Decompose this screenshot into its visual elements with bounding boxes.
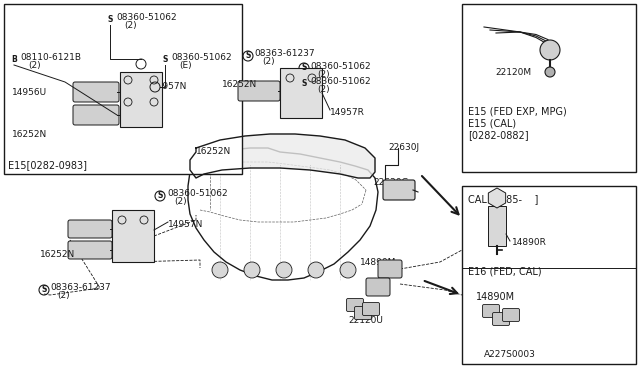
Text: E15[0282-0983]: E15[0282-0983]: [8, 160, 87, 170]
Bar: [4, 4, 242, 174]
Circle shape: [276, 262, 292, 278]
Text: B: B: [11, 55, 17, 64]
FancyBboxPatch shape: [362, 302, 380, 315]
FancyBboxPatch shape: [68, 220, 112, 238]
FancyBboxPatch shape: [483, 305, 499, 317]
Text: (2): (2): [124, 21, 136, 30]
Text: 22630G: 22630G: [373, 178, 408, 187]
Text: 14890M: 14890M: [360, 258, 396, 267]
Text: 22120U: 22120U: [348, 316, 383, 325]
Text: E16 (FED, CAL): E16 (FED, CAL): [468, 266, 541, 276]
FancyBboxPatch shape: [73, 105, 119, 125]
FancyBboxPatch shape: [493, 312, 509, 326]
Text: (2): (2): [57, 291, 70, 300]
Text: 14890M: 14890M: [476, 292, 515, 302]
FancyBboxPatch shape: [68, 241, 112, 259]
Bar: [462, 186, 636, 364]
Text: 16252N: 16252N: [40, 250, 76, 259]
FancyBboxPatch shape: [73, 82, 119, 102]
FancyBboxPatch shape: [502, 308, 520, 321]
Text: S: S: [163, 55, 168, 64]
Text: CAL [0185-    ]: CAL [0185- ]: [468, 194, 538, 204]
FancyBboxPatch shape: [366, 278, 390, 296]
Bar: [120, 72, 162, 127]
Text: 14956U: 14956U: [12, 88, 47, 97]
Text: (2): (2): [317, 85, 330, 94]
Text: (E): (E): [179, 61, 191, 70]
Circle shape: [212, 262, 228, 278]
Text: 08110-6121B: 08110-6121B: [20, 53, 81, 62]
FancyBboxPatch shape: [378, 260, 402, 278]
Text: E15 (FED EXP, MPG): E15 (FED EXP, MPG): [468, 106, 567, 116]
Circle shape: [545, 67, 555, 77]
Bar: [280, 68, 322, 118]
Text: S: S: [108, 16, 113, 25]
Text: 08360-51062: 08360-51062: [116, 13, 177, 22]
Text: 08360-51062: 08360-51062: [167, 189, 228, 198]
Text: 08363-61237: 08363-61237: [50, 283, 111, 292]
FancyBboxPatch shape: [238, 81, 280, 101]
Text: 08360-51062: 08360-51062: [171, 53, 232, 62]
Text: 14957N: 14957N: [152, 82, 188, 91]
Text: 22630J: 22630J: [388, 143, 419, 152]
Text: S: S: [301, 78, 307, 87]
Bar: [462, 4, 636, 172]
Text: 14957R: 14957R: [330, 108, 365, 117]
Text: S: S: [245, 51, 251, 61]
Text: 22120M: 22120M: [495, 68, 531, 77]
Text: 08360-51062: 08360-51062: [310, 62, 371, 71]
Text: (2): (2): [174, 197, 187, 206]
FancyBboxPatch shape: [346, 298, 364, 311]
Text: S: S: [157, 192, 163, 201]
FancyBboxPatch shape: [383, 180, 415, 200]
Text: S: S: [301, 64, 307, 73]
Text: 16252N: 16252N: [222, 80, 257, 89]
Text: 14890R: 14890R: [512, 238, 547, 247]
Text: (2): (2): [317, 70, 330, 79]
Text: E15 (CAL): E15 (CAL): [468, 118, 516, 128]
Text: 08360-51062: 08360-51062: [310, 77, 371, 86]
Text: [0282-0882]: [0282-0882]: [468, 130, 529, 140]
Text: 16252N: 16252N: [196, 147, 231, 156]
Text: A227S0003: A227S0003: [484, 350, 536, 359]
Text: 08363-61237: 08363-61237: [254, 49, 315, 58]
Polygon shape: [190, 134, 375, 178]
Bar: [488, 206, 506, 246]
Circle shape: [308, 262, 324, 278]
Circle shape: [244, 262, 260, 278]
Text: (2): (2): [28, 61, 40, 70]
Text: 16252N: 16252N: [12, 130, 47, 139]
Circle shape: [340, 262, 356, 278]
Text: (2): (2): [262, 57, 275, 66]
Circle shape: [540, 40, 560, 60]
FancyBboxPatch shape: [355, 307, 371, 320]
Bar: [112, 210, 154, 262]
Text: 14957N: 14957N: [168, 220, 204, 229]
Text: S: S: [42, 285, 47, 295]
